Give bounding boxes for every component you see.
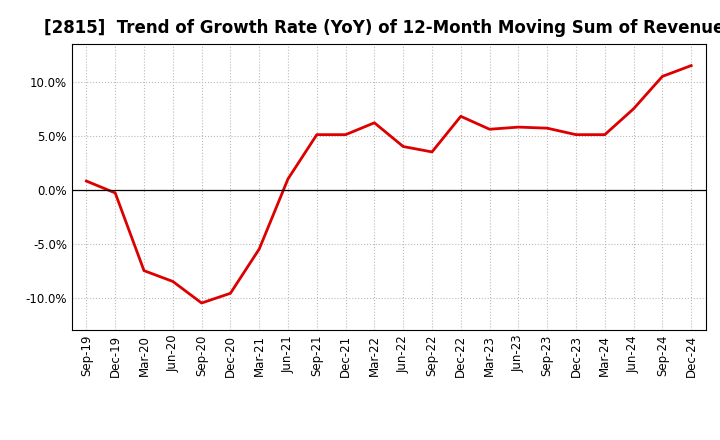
Title: [2815]  Trend of Growth Rate (YoY) of 12-Month Moving Sum of Revenues: [2815] Trend of Growth Rate (YoY) of 12-… bbox=[44, 19, 720, 37]
